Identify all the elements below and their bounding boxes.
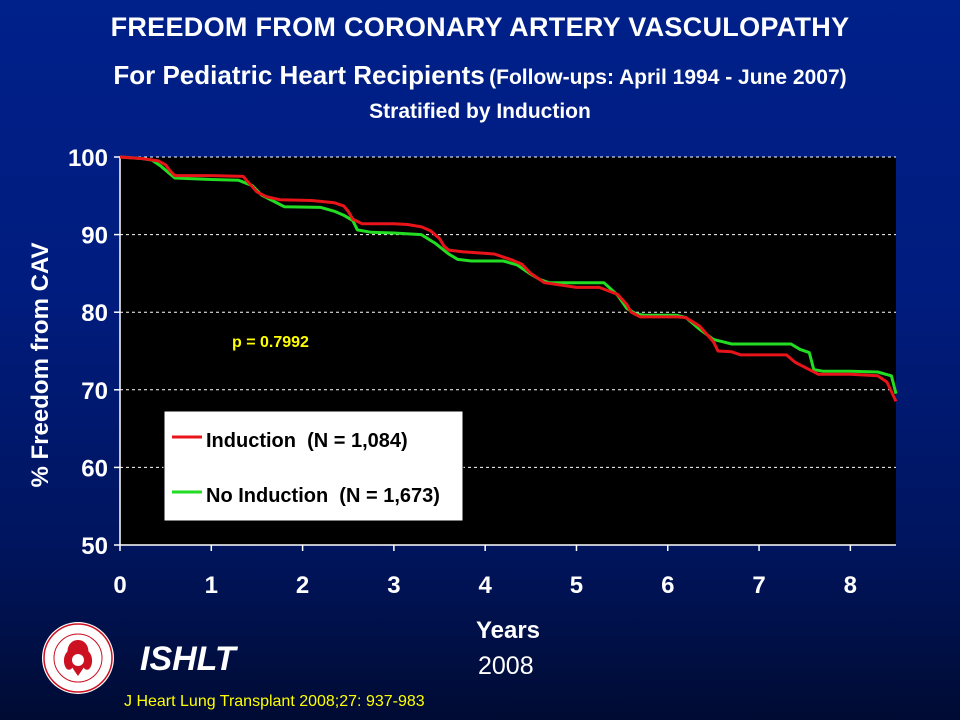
ishlt-label: ISHLT: [140, 640, 236, 678]
year-label: 2008: [478, 652, 534, 680]
chart-title: FREEDOM FROM CORONARY ARTERY VASCULOPATH…: [110, 12, 850, 42]
legend-box: [163, 410, 464, 522]
y-tick-label: 70: [81, 378, 108, 405]
ishlt-logo: [42, 622, 114, 694]
series-line-induction: [119, 155, 898, 403]
y-tick-label: 50: [81, 533, 108, 560]
legend-label-no-induction: No Induction (N = 1,673): [206, 485, 440, 507]
y-tick-label: 100: [68, 145, 108, 172]
citation: J Heart Lung Transplant 2008;27: 937-983: [124, 693, 425, 710]
axes: 50 60 70 80 90 100 0 1 2 3 4 5 6 7 8: [68, 145, 896, 599]
x-tick-label: 1: [205, 572, 218, 599]
x-tick-label: 0: [113, 572, 126, 599]
x-tick-label: 7: [752, 572, 765, 599]
chart-subtitle: For Pediatric Heart Recipients (Follow-u…: [0, 60, 960, 91]
subtitle-main: For Pediatric Heart Recipients: [113, 60, 485, 90]
chart-stratification: Stratified by Induction: [369, 100, 591, 123]
y-tick-label: 90: [81, 223, 108, 250]
p-value-annotation: p = 0.7992: [232, 334, 309, 351]
series-layer: [119, 155, 898, 403]
y-tick-label: 80: [81, 300, 108, 327]
x-tick-label: 4: [478, 572, 492, 599]
legend-label-induction: Induction (N = 1,084): [206, 430, 408, 452]
y-axis-title: % Freedom from CAV: [27, 243, 54, 488]
legend: Induction (N = 1,084) No Induction (N = …: [163, 410, 464, 522]
y-tick-label: 60: [81, 455, 108, 482]
x-tick-label: 5: [570, 572, 583, 599]
x-tick-label: 2: [296, 572, 309, 599]
subtitle-followup: (Follow-ups: April 1994 - June 2007): [489, 66, 847, 89]
x-axis-title: Years: [476, 617, 540, 644]
x-tick-label: 8: [844, 572, 857, 599]
x-tick-label: 3: [387, 572, 400, 599]
x-tick-label: 6: [661, 572, 674, 599]
